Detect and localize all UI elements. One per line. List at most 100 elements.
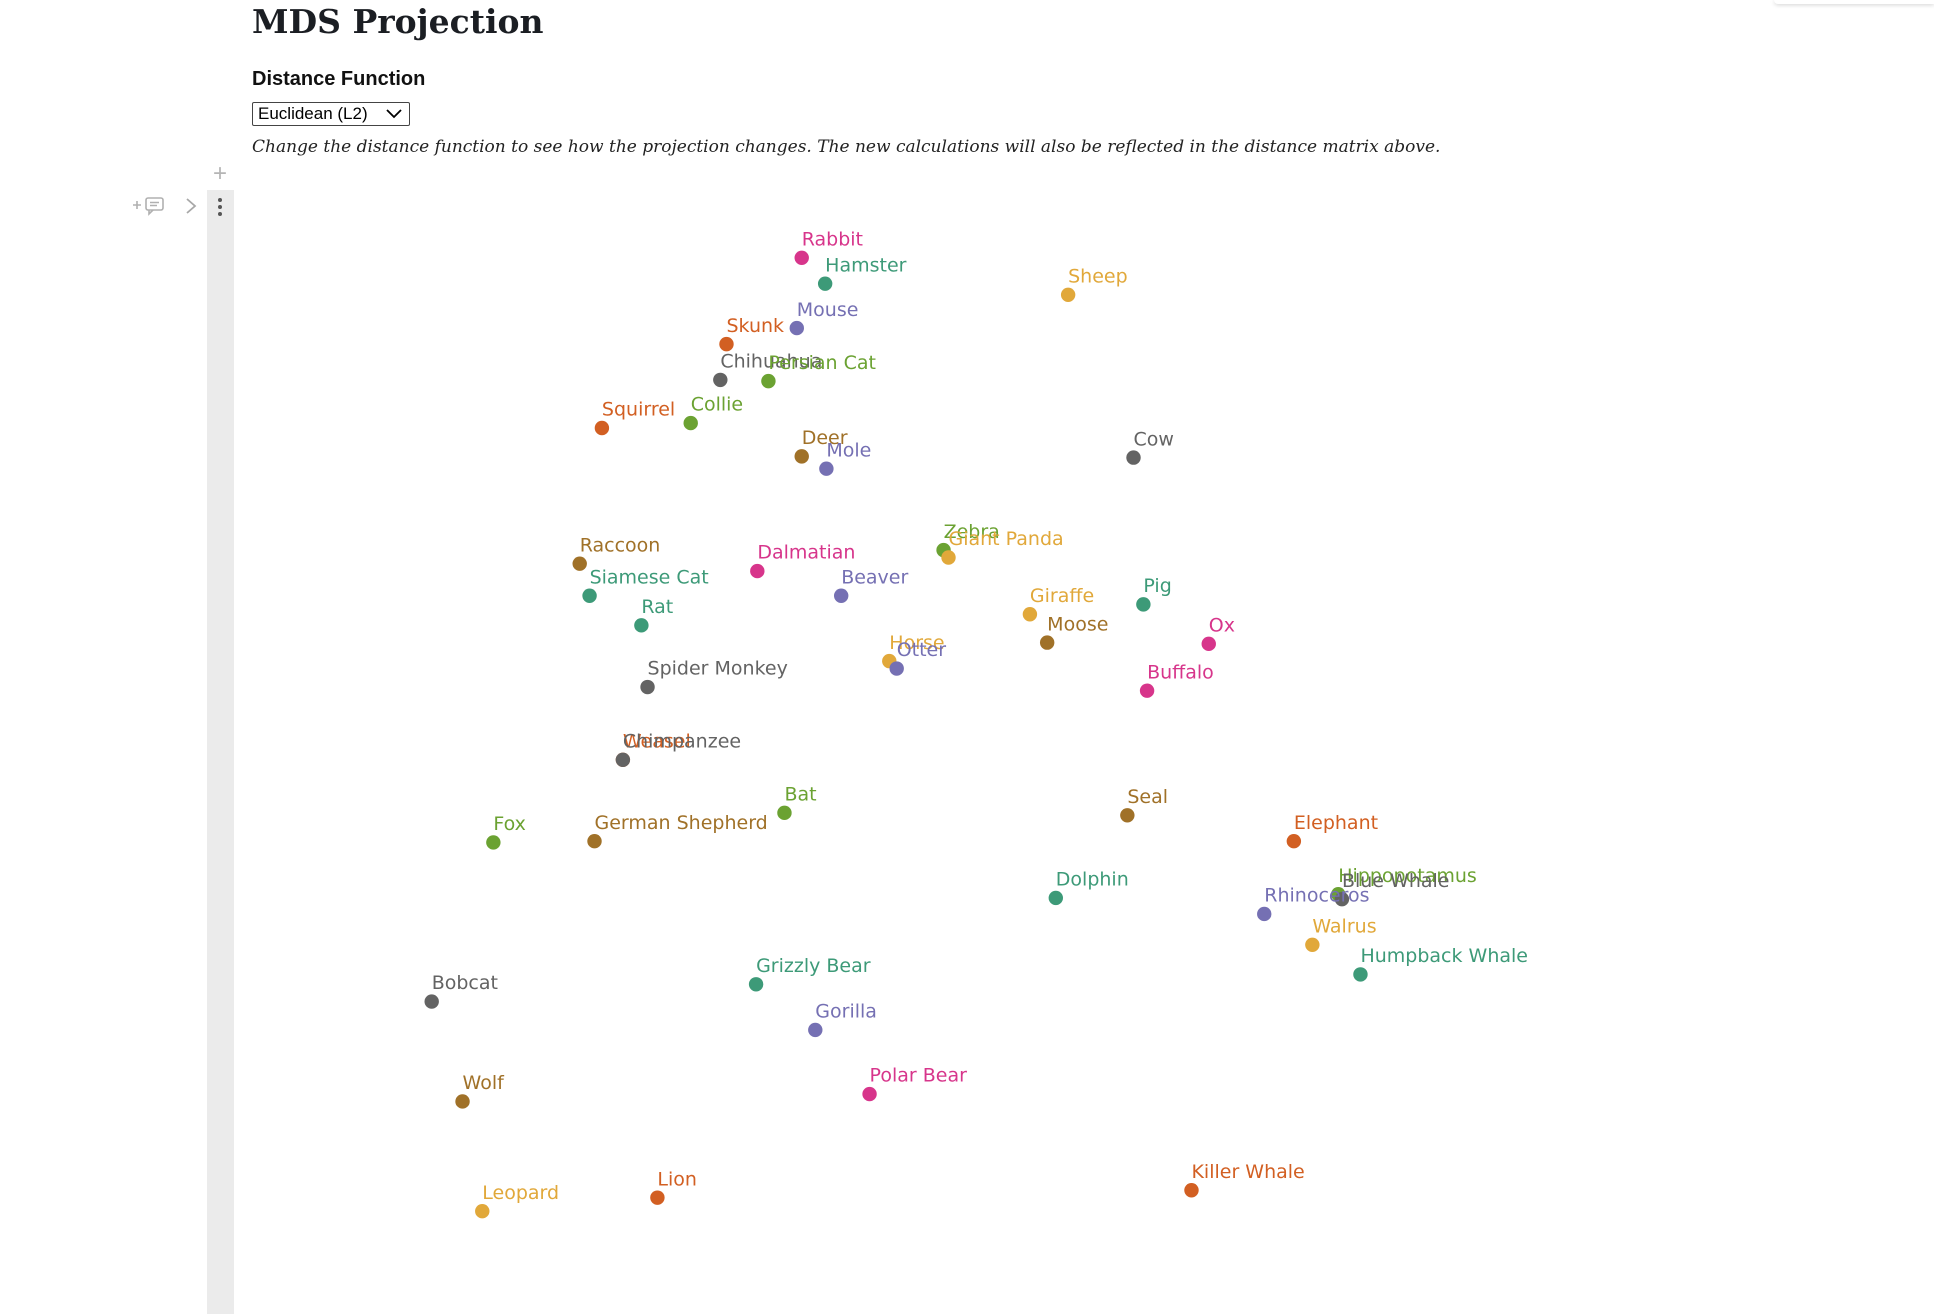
point-wolf[interactable]: Wolf [455,1072,505,1109]
top-right-panel-edge [1774,0,1934,4]
point-collie[interactable]: Collie [683,394,744,431]
point-marker [1334,891,1350,907]
point-bobcat[interactable]: Bobcat [424,972,498,1009]
point-humpback-whale[interactable]: Humpback Whale [1353,945,1528,982]
distance-function-selected-value: Euclidean (L2) [258,104,368,123]
point-german-shepherd[interactable]: German Shepherd [587,812,768,849]
point-giraffe[interactable]: Giraffe [1022,585,1094,622]
point-label: Elephant [1294,812,1378,834]
point-marker [794,449,809,464]
point-marker [1136,597,1151,612]
cell-gutter[interactable] [207,190,234,1314]
point-fox[interactable]: Fox [486,813,526,850]
point-marker [1184,1183,1199,1198]
point-label: Buffalo [1147,661,1214,683]
point-blue-whale[interactable]: Blue Whale [1334,870,1450,907]
point-raccoon[interactable]: Raccoon [572,534,661,571]
kebab-menu-icon[interactable] [214,196,226,218]
point-label: Lion [657,1168,697,1190]
chevron-right-icon[interactable] [183,195,199,217]
point-label: Spider Monkey [648,658,788,680]
point-giant-panda[interactable]: Giant Panda [941,528,1064,565]
point-marker [761,373,776,389]
point-sheep[interactable]: Sheep [1060,265,1128,302]
point-hamster[interactable]: Hamster [817,254,907,291]
page-title: MDS Projection [252,2,544,41]
point-label: Cow [1134,428,1174,450]
point-label: Giant Panda [948,528,1063,550]
point-marker [719,336,734,352]
chevron-down-icon [386,109,402,119]
point-label: Moose [1047,613,1108,635]
point-polar-bear[interactable]: Polar Bear [862,1065,967,1102]
point-marker [789,320,804,336]
point-label: Chimpanzee [623,730,741,752]
point-otter[interactable]: Otter [889,639,946,676]
point-label: Blue Whale [1342,870,1450,892]
point-dolphin[interactable]: Dolphin [1048,869,1129,906]
point-label: Deer [802,427,848,449]
point-buffalo[interactable]: Buffalo [1139,661,1214,698]
point-mole[interactable]: Mole [819,439,871,476]
point-marker [1120,808,1135,823]
point-rabbit[interactable]: Rabbit [794,228,863,265]
point-marker [713,372,728,388]
point-marker [455,1094,470,1109]
add-cell-plus-icon[interactable]: + [213,160,228,187]
point-lion[interactable]: Lion [650,1168,697,1205]
point-deer[interactable]: Deer [794,427,848,464]
point-marker [862,1086,877,1102]
point-leopard[interactable]: Leopard [475,1182,559,1219]
point-ox[interactable]: Ox [1201,615,1235,652]
add-comment-icon[interactable] [131,193,171,217]
point-chihuahua[interactable]: Chihuahua [713,351,822,388]
point-chimpanzee[interactable]: Chimpanzee [615,730,741,767]
point-label: Persian Cat [768,352,876,374]
point-gorilla[interactable]: Gorilla [808,1001,877,1038]
point-seal[interactable]: Seal [1120,786,1168,823]
point-label: Chihuahua [720,351,822,373]
point-grizzly-bear[interactable]: Grizzly Bear [748,955,871,992]
point-moose[interactable]: Moose [1039,613,1108,650]
point-label: Dolphin [1056,869,1129,891]
point-label: Killer Whale [1191,1161,1304,1183]
point-marker [650,1190,665,1205]
point-beaver[interactable]: Beaver [833,566,909,603]
point-label: Otter [897,639,947,661]
point-skunk[interactable]: Skunk [719,315,784,352]
distance-function-select[interactable]: Euclidean (L2) [252,102,410,126]
point-marker [587,833,602,849]
point-elephant[interactable]: Elephant [1286,812,1378,849]
point-bat[interactable]: Bat [777,783,817,821]
point-rhinoceros[interactable]: Rhinoceros [1257,885,1370,922]
point-marker [1201,636,1216,652]
point-rat[interactable]: Rat [634,596,673,633]
point-persian-cat[interactable]: Persian Cat [761,352,876,389]
point-label: Beaver [841,566,908,588]
point-marker [582,588,597,603]
point-killer-whale[interactable]: Killer Whale [1184,1161,1305,1198]
point-walrus[interactable]: Walrus [1305,915,1377,952]
point-squirrel[interactable]: Squirrel [594,399,675,436]
point-marker [572,556,587,571]
point-label: Leopard [482,1182,559,1204]
point-marker [1139,683,1155,698]
point-siamese-cat[interactable]: Siamese Cat [582,566,709,603]
point-marker [833,588,849,603]
point-marker [486,835,501,850]
point-label: Gorilla [815,1001,877,1023]
point-dalmatian[interactable]: Dalmatian [750,542,855,579]
point-marker [1305,937,1320,952]
point-label: Horse [889,632,944,654]
point-pig[interactable]: Pig [1136,575,1172,612]
point-label: Dalmatian [757,542,855,564]
point-mouse[interactable]: Mouse [789,299,859,336]
point-marker [817,276,833,291]
point-spider-monkey[interactable]: Spider Monkey [640,658,788,695]
point-label: Polar Bear [870,1065,968,1087]
point-marker [1286,833,1302,849]
point-cow[interactable]: Cow [1126,428,1174,465]
projection-caption: Change the distance function to see how … [252,137,1441,157]
point-marker [794,250,809,265]
